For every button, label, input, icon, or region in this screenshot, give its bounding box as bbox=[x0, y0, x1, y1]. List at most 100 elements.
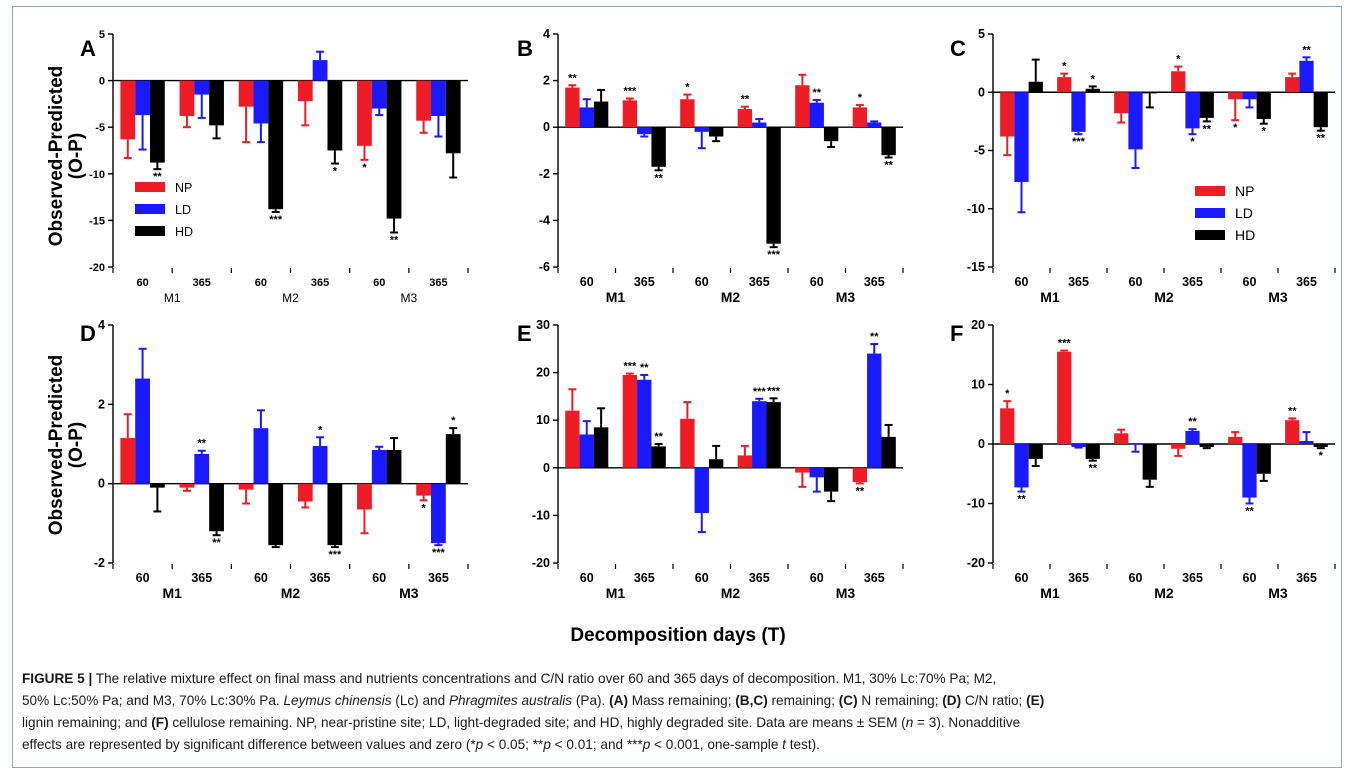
bar bbox=[179, 483, 195, 488]
significance-mark: ** bbox=[153, 171, 162, 183]
caption-text: effects are represented by significant d… bbox=[22, 737, 476, 752]
group-label: M3 bbox=[400, 291, 417, 305]
bar bbox=[752, 401, 767, 468]
legend-label: HD bbox=[175, 225, 193, 239]
panel-letter: D bbox=[80, 321, 96, 346]
y-tick-label: 20 bbox=[536, 366, 550, 380]
significance-mark: *** bbox=[623, 361, 637, 373]
bar bbox=[637, 127, 652, 135]
bar bbox=[637, 379, 652, 468]
significance-mark: * bbox=[858, 92, 863, 104]
x-tick-label: 60 bbox=[1015, 275, 1029, 289]
y-tick-label: 10 bbox=[536, 413, 550, 427]
bar bbox=[431, 80, 446, 117]
caption-line: lignin remaining; and (F) cellulose rema… bbox=[22, 712, 1332, 734]
bar bbox=[1256, 444, 1271, 474]
y-tick-label: -2 bbox=[539, 167, 550, 181]
significance-mark: * bbox=[1233, 122, 1238, 134]
legend-label: HD bbox=[1235, 227, 1255, 243]
bar bbox=[149, 483, 165, 488]
significance-mark: *** bbox=[328, 549, 342, 561]
significance-mark: * bbox=[1190, 136, 1195, 148]
bar bbox=[297, 80, 313, 102]
significance-mark: * bbox=[685, 82, 690, 94]
significance-mark: * bbox=[333, 166, 338, 178]
bar bbox=[694, 467, 709, 514]
x-tick-label: 365 bbox=[193, 277, 211, 289]
significance-mark: ** bbox=[1245, 506, 1254, 518]
x-tick-label: 60 bbox=[254, 571, 268, 585]
caption-text: = 3). Nonadditive bbox=[913, 715, 1021, 730]
caption-italic: p bbox=[543, 737, 551, 752]
x-tick-label: 365 bbox=[311, 277, 329, 289]
bar bbox=[135, 80, 150, 116]
bar bbox=[752, 122, 767, 128]
panel-letter: A bbox=[80, 36, 96, 61]
y-tick-label: -4 bbox=[539, 213, 550, 227]
significance-mark: *** bbox=[753, 386, 767, 398]
caption-bold: (D) bbox=[942, 693, 962, 708]
significance-mark: * bbox=[1176, 54, 1181, 66]
x-tick-label: 60 bbox=[372, 571, 386, 585]
legend-label: NP bbox=[1235, 183, 1254, 199]
bar bbox=[135, 378, 150, 484]
x-tick-label: 60 bbox=[810, 275, 824, 289]
bar bbox=[809, 102, 824, 128]
significance-mark: * bbox=[421, 502, 426, 514]
significance-mark: *** bbox=[269, 214, 283, 226]
y-tick-label: -15 bbox=[89, 215, 105, 227]
bar bbox=[1185, 92, 1200, 129]
bar bbox=[565, 87, 580, 128]
bar bbox=[371, 449, 387, 484]
legend-swatch bbox=[135, 204, 165, 214]
significance-mark: * bbox=[318, 424, 323, 436]
bar bbox=[1000, 92, 1015, 137]
bar bbox=[1199, 92, 1214, 118]
bar bbox=[416, 80, 432, 121]
bar bbox=[297, 483, 313, 502]
caption-line: FIGURE 5 | The relative mixture effect o… bbox=[22, 668, 1332, 690]
x-tick-label: 365 bbox=[634, 571, 655, 585]
bar bbox=[1285, 77, 1300, 93]
y-axis-title: (O-P) bbox=[66, 133, 87, 179]
x-tick-label: 365 bbox=[634, 275, 655, 289]
significance-mark: * bbox=[1005, 388, 1010, 400]
group-label: M3 bbox=[836, 289, 856, 305]
y-tick-label: -5 bbox=[974, 144, 985, 158]
x-tick-label: 60 bbox=[373, 277, 385, 289]
significance-mark: ** bbox=[1017, 494, 1026, 506]
caption-bold: (A) bbox=[609, 693, 628, 708]
caption-text: lignin remaining; and bbox=[22, 715, 152, 730]
caption-bold: (F) bbox=[151, 715, 169, 730]
group-label: M2 bbox=[721, 289, 741, 305]
caption-bold: (E) bbox=[1026, 693, 1045, 708]
y-axis-title: Observed-Predicted bbox=[46, 66, 67, 247]
x-tick-label: 60 bbox=[136, 571, 150, 585]
x-tick-label: 60 bbox=[695, 571, 709, 585]
significance-mark: * bbox=[1262, 126, 1267, 138]
significance-mark: * bbox=[1062, 61, 1067, 73]
bar bbox=[179, 80, 195, 117]
group-label: M3 bbox=[1268, 289, 1288, 305]
bar bbox=[1014, 444, 1029, 488]
panel-letter: E bbox=[517, 321, 532, 346]
significance-mark: *** bbox=[1058, 338, 1072, 350]
bar bbox=[1014, 92, 1029, 182]
x-tick-label: 365 bbox=[1068, 275, 1089, 289]
y-tick-label: 5 bbox=[978, 27, 985, 41]
y-tick-label: -15 bbox=[967, 260, 985, 274]
significance-mark: *** bbox=[623, 86, 637, 98]
panel-letter: B bbox=[517, 36, 533, 61]
caption-text: test). bbox=[785, 737, 820, 752]
caption-text: C/N ratio; bbox=[961, 693, 1027, 708]
significance-mark: ** bbox=[741, 94, 750, 106]
bar bbox=[120, 438, 136, 484]
bar bbox=[1242, 92, 1257, 100]
x-tick-label: 60 bbox=[810, 571, 824, 585]
caption-italic: n bbox=[905, 715, 914, 730]
significance-mark: ** bbox=[870, 331, 879, 343]
bar bbox=[1228, 436, 1243, 444]
bar bbox=[881, 436, 896, 468]
